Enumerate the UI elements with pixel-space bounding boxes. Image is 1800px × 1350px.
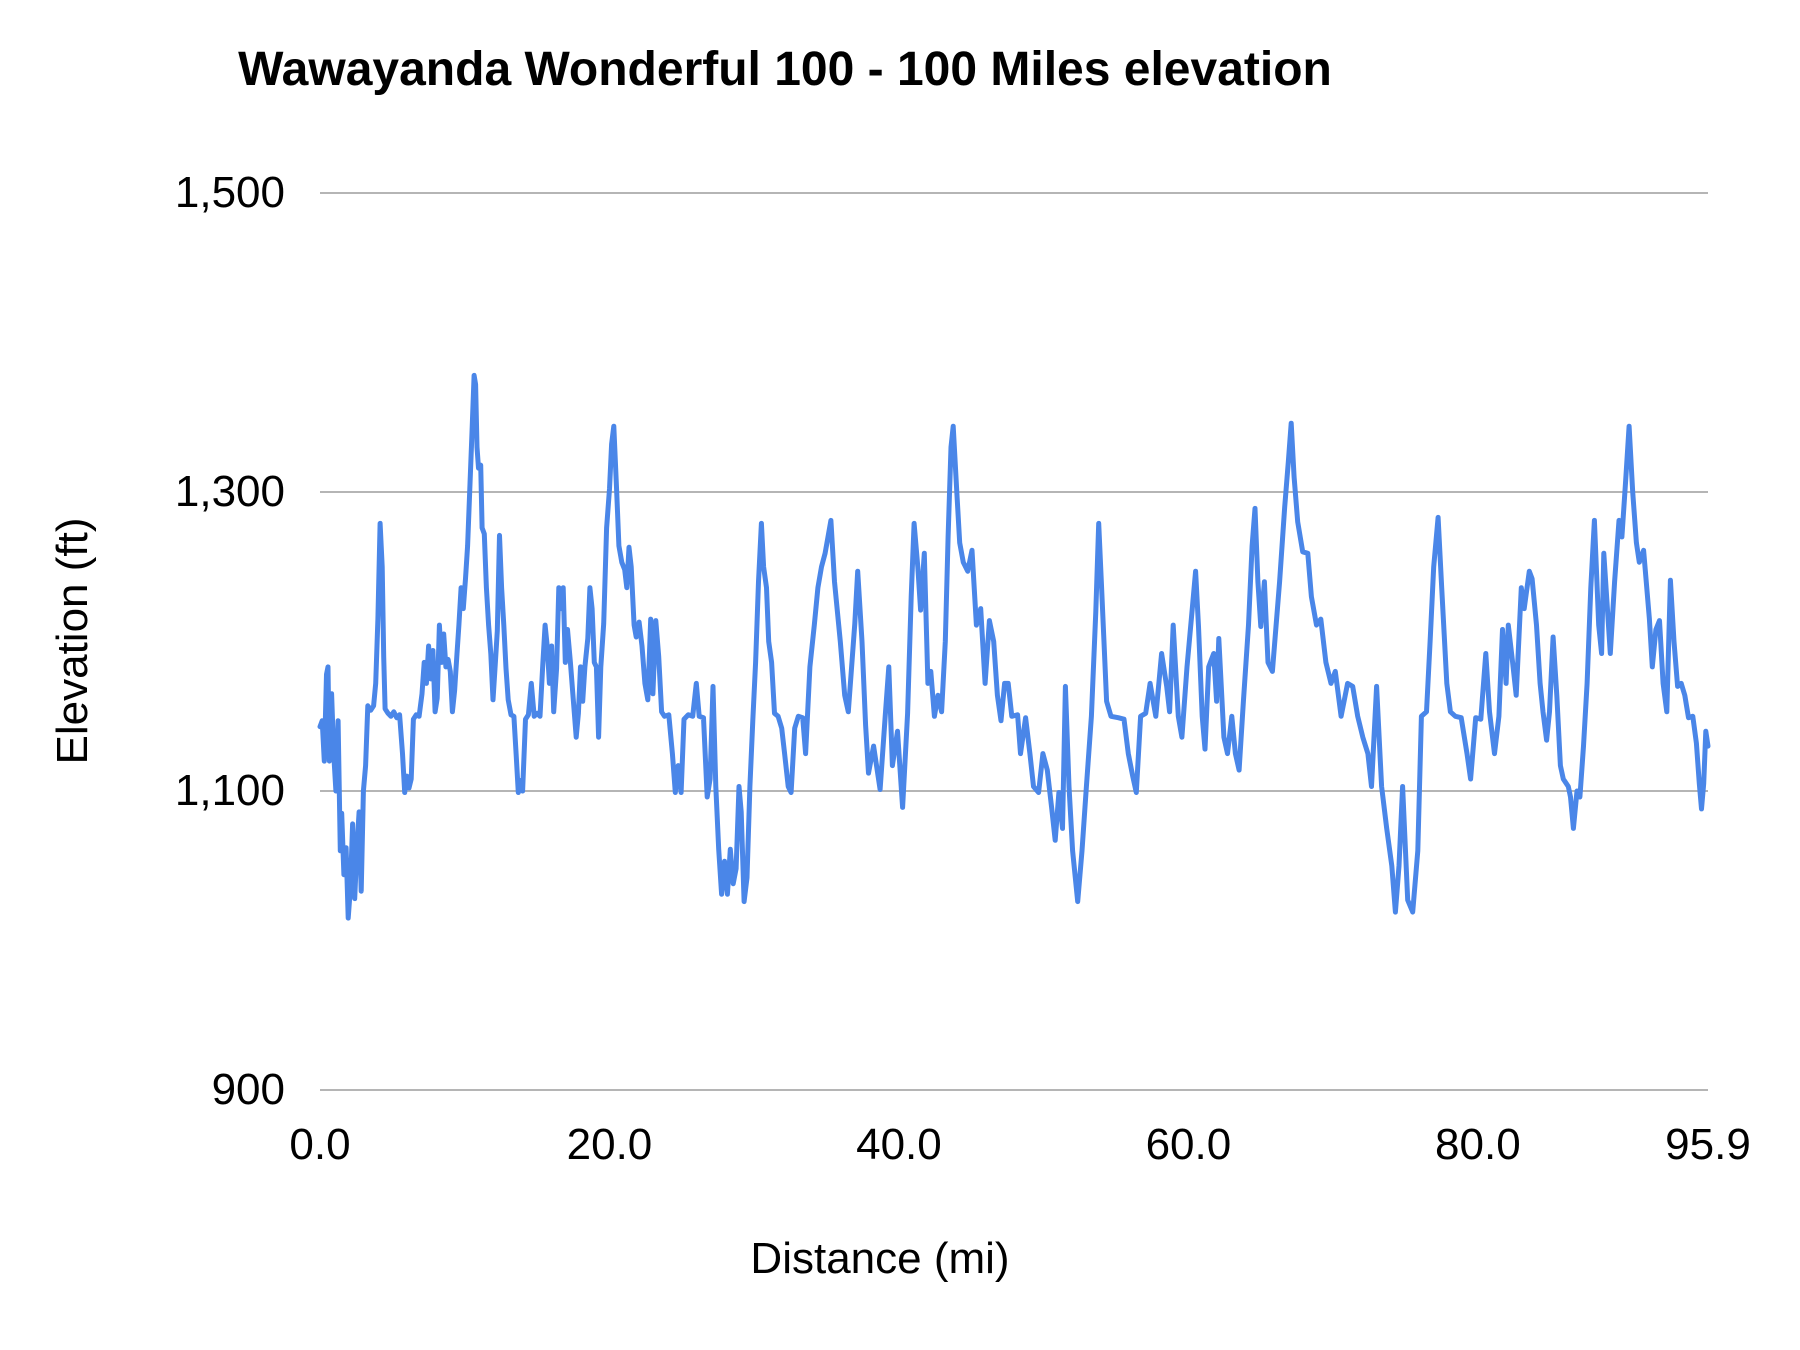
x-tick-label: 40.0 (856, 1120, 942, 1169)
y-tick-label: 1,100 (174, 766, 285, 815)
gridlines (320, 192, 1708, 1091)
x-tick-label: 80.0 (1435, 1120, 1521, 1169)
y-tick-label: 900 (211, 1065, 285, 1114)
y-tick-label: 1,300 (174, 467, 285, 516)
x-tick-label: 60.0 (1145, 1120, 1232, 1169)
chart-title: Wawayanda Wonderful 100 - 100 Miles elev… (238, 43, 1332, 96)
x-tick-label: 0.0 (289, 1120, 351, 1169)
elevation-series-line (317, 372, 1711, 921)
y-axis-title: Elevation (ft) (48, 517, 97, 765)
x-axis-title: Distance (mi) (750, 1234, 1010, 1283)
y-tick-label: 1,500 (174, 168, 285, 217)
x-tick-label: 20.0 (566, 1120, 653, 1169)
x-tick-label: 95.9 (1665, 1120, 1751, 1169)
